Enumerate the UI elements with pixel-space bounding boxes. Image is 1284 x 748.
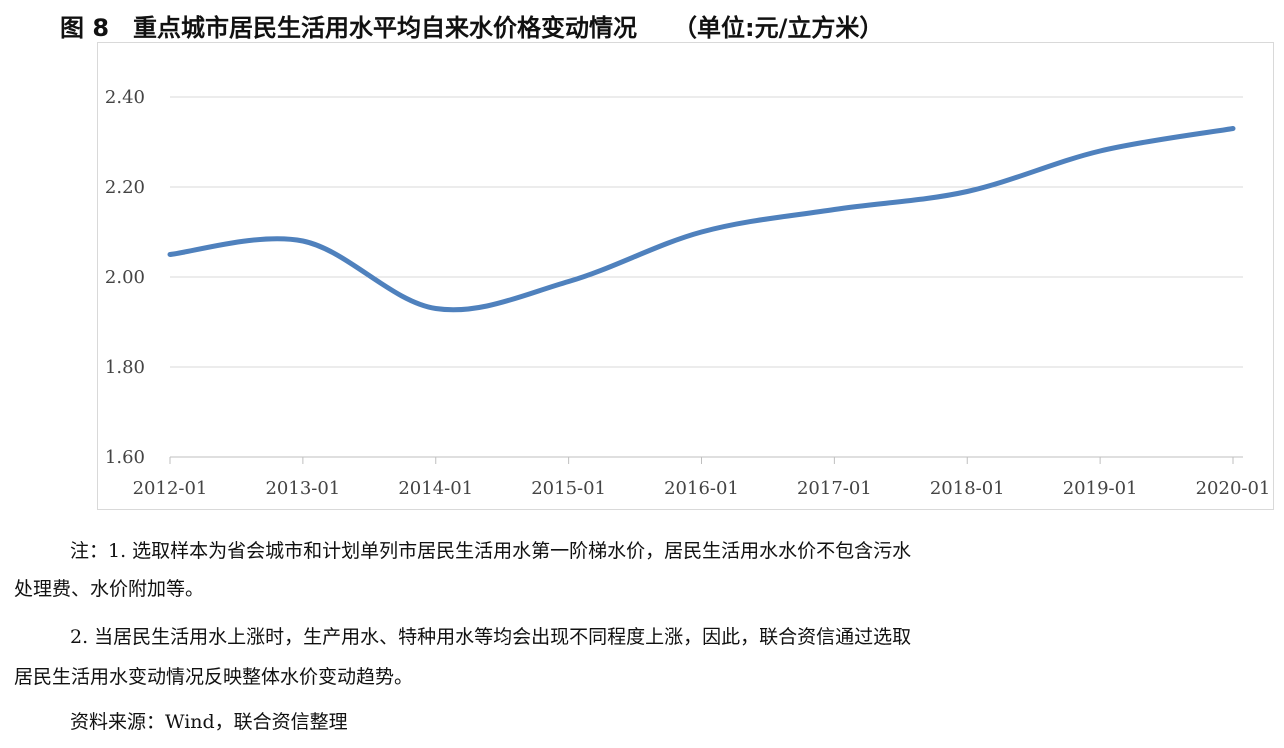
series-line [167, 126, 1236, 313]
note-line-3: 2. 当居民生活用水上涨时，生产用水、特种用水等均会出现不同程度上涨，因此，联合… [70, 626, 912, 648]
line-chart: 1.60 1.80 2.00 2.20 2.40 2012-01 2013-01 2014-0… [105, 87, 1271, 499]
y-tick-label: 2.40 [105, 87, 145, 108]
x-tick-label: 2014-01 [398, 478, 473, 499]
note-line-1: 注：1. 选取样本为省会城市和计划单列市居民生活用水第一阶梯水价，居民生活用水水… [70, 540, 912, 562]
x-tick-label: 2017-01 [797, 478, 872, 499]
x-tick-label: 2012-01 [133, 478, 208, 499]
chart-title: 图 8 重点城市居民生活用水平均自来水价格变动情况 （单位:元/立方米） [60, 14, 884, 42]
x-tick-label: 2013-01 [265, 478, 340, 499]
source-note: 资料来源：Wind，联合资信整理 [70, 711, 348, 733]
x-tick-label: 2018-01 [930, 478, 1005, 499]
y-tick-label: 2.00 [105, 267, 145, 288]
chart-frame [97, 42, 1274, 510]
x-tick-label: 2019-01 [1063, 478, 1138, 499]
y-tick-label: 2.20 [105, 177, 145, 198]
y-tick-label: 1.80 [105, 357, 145, 378]
x-tick-label: 2020-01 [1196, 478, 1271, 499]
y-tick-label: 1.60 [105, 447, 145, 468]
x-tick-label: 2016-01 [664, 478, 739, 499]
x-tick-label: 2015-01 [531, 478, 606, 499]
note-line-4: 居民生活用水变动情况反映整体水价变动趋势。 [14, 666, 414, 688]
note-line-2: 处理费、水价附加等。 [14, 578, 205, 600]
